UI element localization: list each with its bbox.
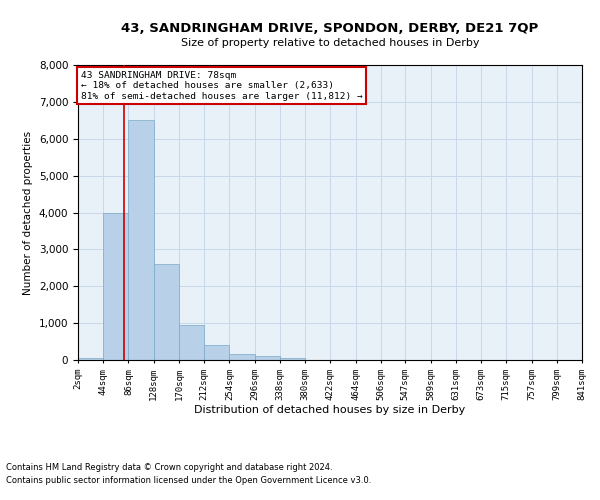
Text: Contains public sector information licensed under the Open Government Licence v3: Contains public sector information licen…	[6, 476, 371, 485]
X-axis label: Distribution of detached houses by size in Derby: Distribution of detached houses by size …	[194, 406, 466, 415]
Bar	[128, 120, 154, 360]
Bar	[204, 345, 229, 360]
Bar	[154, 264, 179, 360]
Text: Size of property relative to detached houses in Derby: Size of property relative to detached ho…	[181, 38, 479, 48]
Y-axis label: Number of detached properties: Number of detached properties	[23, 130, 33, 294]
Bar	[78, 358, 103, 360]
Bar	[103, 212, 128, 360]
Bar	[229, 354, 254, 360]
Bar	[254, 356, 280, 360]
Bar	[179, 325, 204, 360]
Bar	[280, 358, 305, 360]
Text: 43 SANDRINGHAM DRIVE: 78sqm
← 18% of detached houses are smaller (2,633)
81% of : 43 SANDRINGHAM DRIVE: 78sqm ← 18% of det…	[80, 71, 362, 101]
Text: 43, SANDRINGHAM DRIVE, SPONDON, DERBY, DE21 7QP: 43, SANDRINGHAM DRIVE, SPONDON, DERBY, D…	[121, 22, 539, 36]
Text: Contains HM Land Registry data © Crown copyright and database right 2024.: Contains HM Land Registry data © Crown c…	[6, 464, 332, 472]
